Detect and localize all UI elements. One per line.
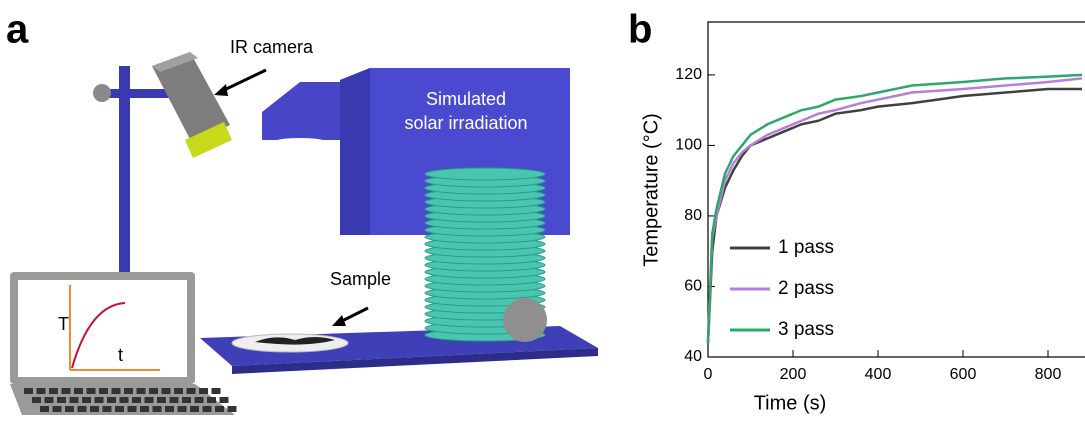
key xyxy=(207,397,216,403)
key xyxy=(149,388,158,394)
key xyxy=(211,388,221,394)
key xyxy=(52,406,62,412)
key xyxy=(74,388,83,394)
camera xyxy=(152,52,230,143)
key xyxy=(86,388,96,394)
x-axis-title: Time (s) xyxy=(754,392,827,414)
key xyxy=(161,388,171,394)
panel-label: b xyxy=(628,8,652,52)
data-line xyxy=(706,73,1083,343)
key xyxy=(102,406,112,412)
stand-pole xyxy=(119,66,130,276)
label: IR camera xyxy=(230,37,314,57)
arrow xyxy=(339,306,369,324)
keys xyxy=(24,388,237,412)
label: T xyxy=(58,314,69,334)
source-side xyxy=(340,68,370,235)
key xyxy=(152,406,162,412)
key xyxy=(157,397,166,403)
key xyxy=(174,388,183,394)
key xyxy=(61,388,71,394)
laptop-screen xyxy=(18,280,187,377)
arrow xyxy=(219,68,267,94)
legend-label: 2 pass xyxy=(778,278,834,299)
key xyxy=(169,397,179,403)
legend-label: 3 pass xyxy=(778,319,834,340)
x-tick-label: 400 xyxy=(865,366,892,383)
y-tick-label: 80 xyxy=(684,207,702,224)
key xyxy=(215,406,224,412)
key xyxy=(136,388,146,394)
x-tick-label: 800 xyxy=(1035,366,1062,383)
panel-label: a xyxy=(6,8,29,52)
key xyxy=(144,397,154,403)
nozzle xyxy=(262,82,340,140)
key xyxy=(124,388,133,394)
schematic: IR camera Simulated solar irradiation Sa… xyxy=(10,37,598,415)
y-tick-label: 100 xyxy=(675,137,702,154)
lamp xyxy=(276,138,324,144)
key xyxy=(127,406,137,412)
key xyxy=(69,397,79,403)
key xyxy=(111,388,121,394)
y-tick-label: 40 xyxy=(684,348,702,365)
key xyxy=(57,397,66,403)
coil-ring xyxy=(424,167,546,181)
x-tick-label: 200 xyxy=(780,366,807,383)
key xyxy=(82,397,91,403)
key xyxy=(190,406,199,412)
label: Sample xyxy=(330,269,391,289)
key xyxy=(40,406,49,412)
key xyxy=(227,406,237,412)
key xyxy=(132,397,141,403)
key xyxy=(202,406,212,412)
y-tick-label: 60 xyxy=(684,278,702,295)
key xyxy=(94,397,104,403)
key xyxy=(177,406,187,412)
knob xyxy=(503,298,547,342)
plot-frame xyxy=(707,21,1085,358)
key xyxy=(186,388,196,394)
key xyxy=(115,406,124,412)
key xyxy=(99,388,108,394)
key xyxy=(165,406,174,412)
x-tick-label: 0 xyxy=(704,366,713,383)
camera-top xyxy=(152,52,198,72)
key xyxy=(140,406,149,412)
key xyxy=(199,388,208,394)
key xyxy=(194,397,204,403)
key xyxy=(49,388,58,394)
camera-lens xyxy=(185,122,232,158)
key xyxy=(182,397,191,403)
x-tick-label: 600 xyxy=(950,366,977,383)
key xyxy=(219,397,229,403)
legend-label: 1 pass xyxy=(778,237,834,258)
sample xyxy=(255,337,335,345)
key xyxy=(119,397,129,403)
data-line xyxy=(706,87,1082,343)
label: Simulated xyxy=(426,89,506,109)
key xyxy=(24,388,33,394)
arrowhead xyxy=(332,315,346,326)
y-axis-title: Temperature (°C) xyxy=(640,113,662,267)
label: t xyxy=(118,345,123,365)
screen-curve xyxy=(71,302,126,369)
platform-edge xyxy=(232,348,598,374)
knob xyxy=(93,84,111,102)
label: solar irradiation xyxy=(404,113,527,133)
y-tick-label: 120 xyxy=(675,66,702,83)
key xyxy=(32,397,41,403)
key xyxy=(77,406,87,412)
stand-arm xyxy=(105,89,170,98)
key xyxy=(90,406,99,412)
arrowhead xyxy=(214,84,228,96)
key xyxy=(65,406,74,412)
key xyxy=(107,397,116,403)
key xyxy=(36,388,46,394)
data-line xyxy=(706,77,1083,343)
key xyxy=(44,397,54,403)
